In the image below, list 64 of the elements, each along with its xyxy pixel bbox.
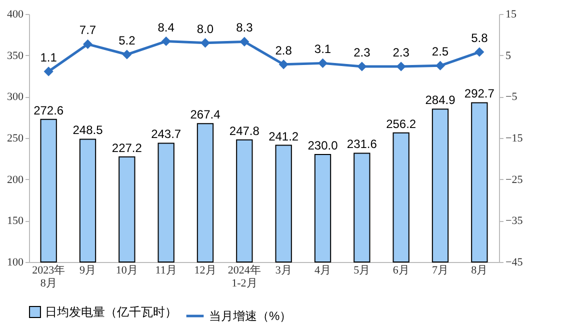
- x-tick-label: 11月: [155, 264, 177, 276]
- point: [396, 62, 406, 71]
- y-tick-label: 400: [7, 8, 24, 20]
- point: [200, 38, 210, 48]
- data-label: 231.6: [346, 137, 378, 152]
- point: [240, 37, 249, 46]
- legend-label: 当月增速（%）: [209, 309, 292, 323]
- data-label: 272.6: [34, 103, 64, 118]
- x-tick-label: 2023年 8月: [32, 264, 66, 290]
- point: [83, 40, 92, 49]
- data-label: 5.8: [471, 31, 488, 46]
- y-tick-label: 100: [7, 256, 24, 268]
- data-label: 230.0: [308, 138, 338, 153]
- x-tick-label: 6月: [392, 264, 410, 276]
- data-label: 248.5: [72, 123, 104, 138]
- y-tick-label: 350: [7, 50, 24, 62]
- data-label: 284.9: [425, 93, 456, 108]
- x-tick-label: 9月: [80, 264, 96, 276]
- x-tick-label: 10月: [116, 264, 138, 276]
- data-label: 2.3: [392, 45, 410, 60]
- data-label: 256.2: [386, 116, 416, 131]
- y-tick-label: 200: [7, 174, 24, 186]
- data-label: 7.7: [79, 23, 96, 38]
- x-tick-label: 5月: [354, 264, 370, 276]
- point: [44, 67, 53, 76]
- data-label: 2.5: [432, 44, 449, 59]
- y2-tick-label: −25: [506, 174, 524, 186]
- data-label: 5.2: [118, 34, 136, 48]
- y2-tick-label: −15: [506, 132, 524, 144]
- point: [162, 36, 170, 46]
- point: [358, 62, 366, 71]
- data-label: 3.1: [314, 42, 332, 56]
- y2-tick-label: −5: [506, 91, 518, 104]
- y2-tick-label: −45: [506, 256, 524, 268]
- x-tick-label: 7月: [432, 264, 448, 276]
- point: [318, 58, 328, 68]
- x-tick-label: 8月: [471, 264, 488, 276]
- data-label: 227.2: [112, 140, 142, 155]
- y-tick-label: 300: [7, 91, 24, 104]
- data-label: 241.2: [268, 129, 299, 144]
- point: [475, 48, 484, 56]
- y-tick-label: 150: [7, 215, 24, 228]
- data-label: 2.3: [354, 45, 371, 60]
- data-label: 2.8: [275, 43, 292, 58]
- data-label: 243.7: [151, 127, 182, 142]
- y2-tick-label: 15: [506, 8, 517, 20]
- y-tick-label: 250: [7, 132, 24, 144]
- y2-tick-label: 5: [506, 50, 512, 62]
- legend-label: 日均发电量（亿千瓦时）: [45, 305, 177, 319]
- x-tick-label: 2024年 1-2月: [228, 264, 261, 290]
- x-tick-label: 12月: [194, 264, 216, 276]
- data-label: 1.1: [40, 50, 58, 64]
- x-tick-label: 3月: [275, 264, 292, 276]
- y2-tick-label: −35: [506, 215, 524, 228]
- point: [279, 60, 288, 69]
- x-tick-label: 4月: [314, 264, 331, 276]
- point: [122, 50, 132, 59]
- data-label: 247.8: [229, 124, 260, 138]
- data-label: 267.4: [190, 108, 221, 122]
- data-label: 8.4: [158, 20, 175, 34]
- point: [436, 61, 445, 70]
- data-label: 8.0: [196, 22, 214, 36]
- data-label: 8.3: [236, 20, 254, 35]
- data-label: 292.7: [464, 86, 495, 101]
